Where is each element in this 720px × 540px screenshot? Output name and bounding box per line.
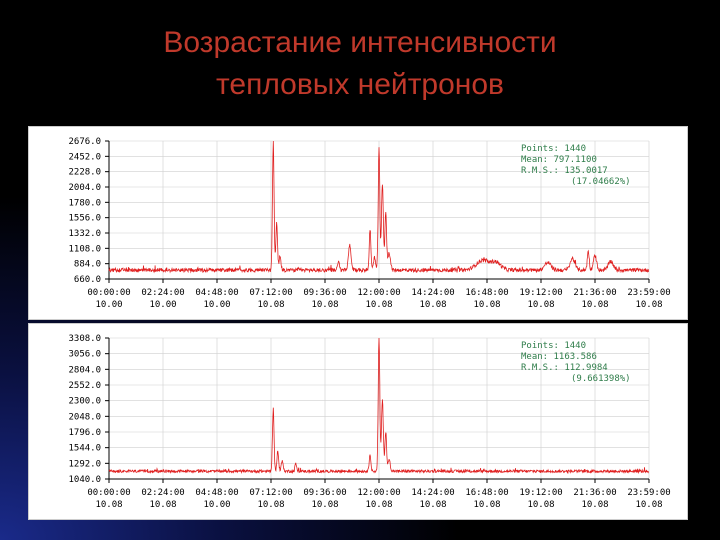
data-series-line [108, 140, 649, 274]
data-series-line [108, 337, 649, 475]
x-tick-sublabel: 10.00 [149, 300, 176, 310]
x-tick-label: 04:48:00 [195, 288, 238, 298]
x-tick-label: 16:48:00 [465, 488, 508, 498]
x-tick-sublabel: 10.08 [419, 300, 446, 310]
chart-top: 2676.0 2452.0 2228.0 2004.0 1780.0 1556.0 1332… [68, 137, 670, 310]
x-tick-sublabel: 10.08 [365, 300, 392, 310]
x-tick-label: 23:59:00 [627, 488, 670, 498]
x-tick-sublabel: 10.08 [527, 300, 554, 310]
x-tick-sublabel: 10.08 [257, 300, 284, 310]
x-tick-sublabel: 10.08 [311, 500, 338, 510]
y-tick-label: 1332.0 [68, 229, 101, 239]
x-tick-label: 00:00:00 [87, 488, 130, 498]
x-tick-sublabel: 10.08 [581, 300, 608, 310]
x-tick-sublabel: 10.08 [635, 500, 662, 510]
x-tick-label: 09:36:00 [303, 488, 346, 498]
y-tick-label: 1040.0 [68, 475, 101, 485]
chart-panel-bottom: 3308.0 3056.0 2804.0 2552.0 2300.0 2048.0 1796… [28, 323, 688, 520]
x-tick-sublabel: 10.08 [311, 300, 338, 310]
stats-rms: R.M.S.: 135.0017 [521, 166, 608, 176]
x-tick-sublabel: 10.00 [203, 500, 230, 510]
x-tick-label: 16:48:00 [465, 288, 508, 298]
y-tick-label: 2228.0 [68, 168, 101, 178]
x-tick-label: 02:24:00 [141, 488, 184, 498]
x-tick-label: 14:24:00 [411, 488, 454, 498]
x-tick-sublabel: 10.08 [419, 500, 446, 510]
chart-bottom: 3308.0 3056.0 2804.0 2552.0 2300.0 2048.0 1796… [68, 334, 670, 510]
stats-rms: R.M.S.: 112.9984 [521, 363, 608, 373]
stats-mean: Mean: 1163.586 [521, 352, 597, 362]
x-tick-sublabel: 10.08 [473, 300, 500, 310]
x-tick-label: 07:12:00 [249, 288, 292, 298]
y-tick-label: 2676.0 [68, 137, 101, 147]
x-tick-sublabel: 10.00 [95, 300, 122, 310]
x-tick-label: 21:36:00 [573, 288, 616, 298]
y-tick-label: 2004.0 [68, 183, 101, 193]
x-tick-label: 12:00:00 [357, 488, 400, 498]
y-tick-label: 2804.0 [68, 365, 101, 375]
x-tick-label: 19:12:00 [519, 288, 562, 298]
x-tick-label: 19:12:00 [519, 488, 562, 498]
stats-percent: (9.661398%) [571, 374, 631, 384]
x-tick-label: 02:24:00 [141, 288, 184, 298]
y-tick-label: 3056.0 [68, 350, 101, 360]
y-tick-label: 660.0 [74, 275, 101, 285]
x-tick-label: 21:36:00 [573, 488, 616, 498]
title-line-2: тепловых нейтронов [215, 68, 504, 101]
y-tick-label: 2452.0 [68, 152, 101, 162]
x-tick-label: 07:12:00 [249, 488, 292, 498]
x-tick-sublabel: 10.08 [95, 500, 122, 510]
stats-mean: Mean: 797.1100 [521, 155, 597, 165]
stats-percent: (17.04662%) [571, 177, 631, 187]
stats-points: Points: 1440 [521, 144, 586, 154]
x-tick-sublabel: 10.00 [203, 300, 230, 310]
y-tick-label: 1108.0 [68, 244, 101, 254]
y-tick-label: 1796.0 [68, 428, 101, 438]
slide-title: Возрастание интенсивности тепловых нейтр… [0, 22, 720, 106]
y-tick-label: 1556.0 [68, 214, 101, 224]
y-tick-label: 2552.0 [68, 381, 101, 391]
x-tick-sublabel: 10.08 [149, 500, 176, 510]
x-tick-sublabel: 10.08 [527, 500, 554, 510]
stats-points: Points: 1440 [521, 341, 586, 351]
x-tick-sublabel: 10.08 [635, 300, 662, 310]
y-tick-label: 1544.0 [68, 444, 101, 454]
x-tick-label: 04:48:00 [195, 488, 238, 498]
y-tick-label: 1292.0 [68, 459, 101, 469]
y-tick-label: 1780.0 [68, 198, 101, 208]
x-tick-label: 23:59:00 [627, 288, 670, 298]
x-tick-sublabel: 10.08 [257, 500, 284, 510]
x-tick-label: 00:00:00 [87, 288, 130, 298]
chart-panel-top: 2676.0 2452.0 2228.0 2004.0 1780.0 1556.0 1332… [28, 126, 688, 320]
x-tick-label: 09:36:00 [303, 288, 346, 298]
title-line-1: Возрастание интенсивности [163, 26, 557, 59]
x-tick-label: 14:24:00 [411, 288, 454, 298]
y-tick-label: 3308.0 [68, 334, 101, 344]
y-tick-label: 2048.0 [68, 412, 101, 422]
y-tick-label: 2300.0 [68, 397, 101, 407]
x-tick-sublabel: 10.08 [581, 500, 608, 510]
x-tick-label: 12:00:00 [357, 288, 400, 298]
x-tick-sublabel: 10.08 [473, 500, 500, 510]
y-tick-label: 884.0 [74, 260, 101, 270]
x-tick-sublabel: 10.08 [365, 500, 392, 510]
